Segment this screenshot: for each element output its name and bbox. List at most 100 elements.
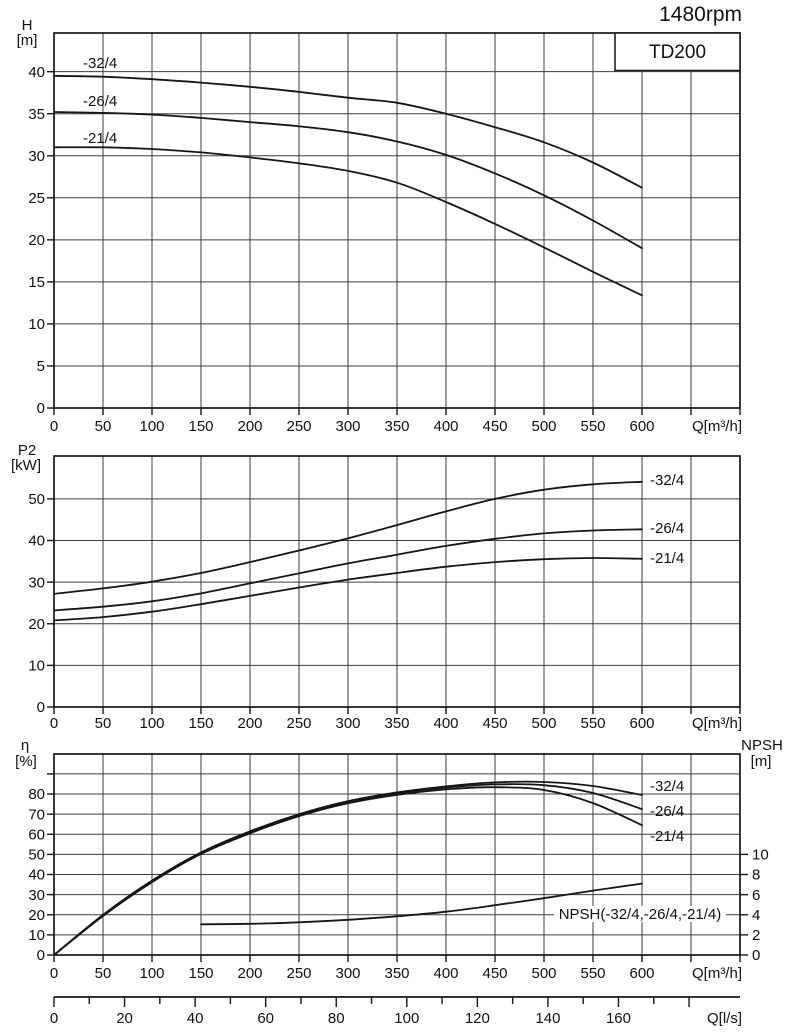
curve-head-curve--32/4: [53, 75, 643, 189]
curve-power-curve--21/4: [53, 557, 643, 622]
x-tick-label: 450: [482, 418, 507, 435]
x-tick-label: 300: [335, 715, 360, 732]
lps-tick-label: 0: [50, 1010, 58, 1027]
x-tick-label: 150: [188, 965, 213, 982]
power-y-axis-unit: [kW]: [11, 457, 41, 474]
x-tick-label: 350: [384, 418, 409, 435]
npsh-curve-label-bg: [554, 906, 726, 922]
x-tick-label: 550: [580, 715, 605, 732]
y-tick-label: 70: [28, 806, 45, 823]
x-tick-label: 0: [50, 965, 58, 982]
y-tick-label: 5: [37, 358, 45, 375]
lps-tick-label: 20: [116, 1010, 133, 1027]
y-tick-label: 60: [28, 826, 45, 843]
npsh-tick-label: 6: [752, 887, 760, 904]
lps-tick-label: 140: [535, 1010, 560, 1027]
x-tick-label: 200: [237, 715, 262, 732]
y-tick-label: 30: [28, 887, 45, 904]
efficiency-curve-label-32-4: -32/4: [650, 778, 684, 795]
x-tick-label: 500: [531, 418, 556, 435]
x-tick-label: 600: [629, 715, 654, 732]
curve-efficiency-npsh-curve-NPSH: [200, 882, 643, 926]
x-tick-label: 450: [482, 715, 507, 732]
x-tick-label: 600: [629, 418, 654, 435]
y-tick-label: 40: [28, 64, 45, 81]
head-curve-label-26-4: -26/4: [83, 93, 117, 110]
x-tick-label: 500: [531, 715, 556, 732]
head-curve-label-32-4: -32/4: [83, 55, 117, 72]
power-curve-label-32-4: -32/4: [650, 472, 684, 489]
power-curve-label-21-4: -21/4: [650, 550, 684, 567]
x-tick-label: 550: [580, 418, 605, 435]
x-tick-label: 350: [384, 715, 409, 732]
npsh-tick-label: 2: [752, 927, 760, 944]
x-tick-label: 550: [580, 965, 605, 982]
flow-lps-axis-unit: Q[l/s]: [707, 1010, 742, 1027]
y-tick-label: 50: [28, 847, 45, 864]
head-curve-plot: 0 50 100 150 200 250 300 350 400 450 500 550 600 0 5 10…: [28, 32, 741, 435]
y-tick-label: 20: [28, 232, 45, 249]
npsh-y-axis-unit: [m]: [751, 753, 772, 770]
x-tick-label: 400: [433, 965, 458, 982]
lps-tick-label: 40: [187, 1010, 204, 1027]
y-tick-label: 15: [28, 274, 45, 291]
model-badge-label: TD200: [649, 42, 706, 63]
y-tick-label: 20: [28, 907, 45, 924]
x-tick-label: 250: [286, 715, 311, 732]
npsh-tick-label: 4: [752, 907, 760, 924]
power-curve-label-26-4: -26/4: [650, 520, 684, 537]
y-tick-label: 40: [28, 867, 45, 884]
y-tick-label: 80: [28, 786, 45, 803]
power-x-axis-unit: Q[m³/h]: [692, 715, 742, 732]
y-tick-label: 30: [28, 574, 45, 591]
lps-tick-label: 160: [606, 1010, 631, 1027]
x-tick-label: 350: [384, 965, 409, 982]
x-tick-label: 50: [95, 965, 112, 982]
x-tick-label: 300: [335, 965, 360, 982]
npsh-tick-label: 8: [752, 867, 760, 884]
power-curve-plot: 0 50 100 150 200 250 300 350 400 450 500 550 600 0 10 2…: [28, 455, 741, 732]
head-x-axis-unit: Q[m³/h]: [692, 418, 742, 435]
x-tick-label: 500: [531, 965, 556, 982]
x-tick-label: 50: [95, 715, 112, 732]
efficiency-curve-label-26-4: -26/4: [650, 803, 684, 820]
power-y-axis-title: P2: [18, 442, 36, 459]
curve-head-curve--26/4: [53, 111, 643, 250]
curve-efficiency-npsh-curve--21/4: [53, 786, 643, 956]
x-tick-label: 150: [188, 418, 213, 435]
lps-tick-label: 100: [394, 1010, 419, 1027]
chart-generated-layer: 0 50 100 150 200 250 300 350 400 450 500 550 6000510…: [28, 32, 769, 1027]
npsh-tick-label: 10: [752, 847, 769, 864]
y-tick-label: 0: [37, 947, 45, 964]
x-tick-label: 200: [237, 965, 262, 982]
x-tick-label: 100: [139, 965, 164, 982]
x-tick-label: 150: [188, 715, 213, 732]
x-tick-label: 0: [50, 715, 58, 732]
npsh-tick-label: 0: [752, 947, 760, 964]
x-tick-label: 250: [286, 418, 311, 435]
efficiency-npsh-curve-plot: 0 50 100 150 200 250 300 350 400 450 500 550 6000102…: [28, 753, 769, 1027]
y-tick-label: 10: [28, 927, 45, 944]
head-y-axis-unit: [m]: [17, 32, 38, 49]
model-badge: TD200: [614, 32, 741, 72]
y-tick-label: 30: [28, 148, 45, 165]
x-tick-label: 300: [335, 418, 360, 435]
x-tick-label: 600: [629, 965, 654, 982]
head-y-axis-title: H: [22, 17, 33, 34]
speed-label: 1480rpm: [659, 3, 742, 26]
model-badge-box: [614, 32, 741, 72]
x-tick-label: 0: [50, 418, 58, 435]
x-tick-label: 450: [482, 965, 507, 982]
x-tick-label: 400: [433, 715, 458, 732]
y-tick-label: 10: [28, 658, 45, 675]
y-tick-label: 40: [28, 533, 45, 550]
lps-tick-label: 60: [257, 1010, 274, 1027]
y-tick-label: 35: [28, 106, 45, 123]
npsh-curve-label: NPSH(-32/4,-26/4,-21/4): [559, 906, 722, 923]
x-tick-label: 250: [286, 965, 311, 982]
y-tick-label: 20: [28, 616, 45, 633]
efficiency-y-axis-unit: [%]: [15, 753, 37, 770]
curve-head-curve--21/4: [53, 146, 643, 297]
